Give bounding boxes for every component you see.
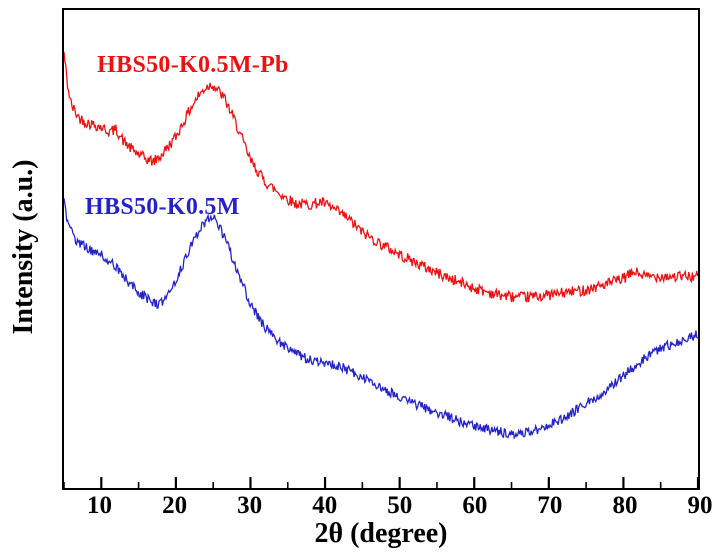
x-tick-label: 70 bbox=[537, 492, 563, 519]
x-tick-label: 50 bbox=[387, 492, 413, 519]
chart-canvas bbox=[64, 51, 698, 488]
plot-area: HBS50-K0.5M-Pb HBS50-K0.5M bbox=[62, 8, 700, 490]
x-tick-label: 60 bbox=[462, 492, 488, 519]
x-tick-label: 80 bbox=[612, 492, 638, 519]
series-curve-HBS50-K0.5M bbox=[64, 198, 698, 440]
x-tick-label: 40 bbox=[312, 492, 338, 519]
y-axis-label: Intensity (a.u.) bbox=[8, 159, 39, 335]
x-tick-label: 20 bbox=[162, 492, 188, 519]
series-label-red: HBS50-K0.5M-Pb bbox=[97, 51, 289, 78]
series-curve-HBS50-K0.5M-Pb bbox=[64, 51, 698, 303]
x-tick-label: 10 bbox=[87, 492, 113, 519]
x-axis-label: 2θ (degree) bbox=[314, 518, 448, 549]
x-tick-label: 90 bbox=[687, 492, 713, 519]
x-tick-label: 30 bbox=[237, 492, 263, 519]
series-label-blue: HBS50-K0.5M bbox=[85, 194, 240, 221]
